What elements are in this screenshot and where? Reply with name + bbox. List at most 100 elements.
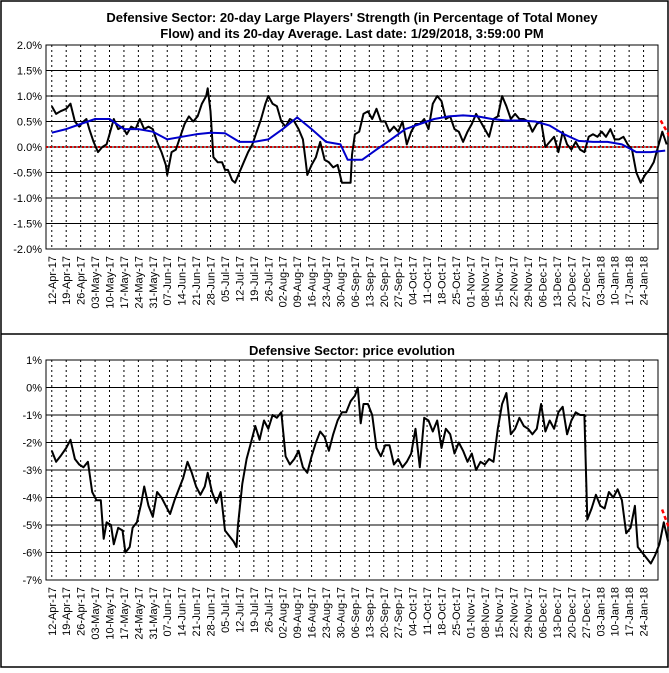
x-tick-label: 13-Sep-17 bbox=[364, 256, 376, 307]
x-tick-label: 20-Dec-17 bbox=[566, 587, 578, 638]
y-tick-label: 1.5% bbox=[17, 66, 42, 78]
x-tick-label: 22-Nov-17 bbox=[509, 256, 521, 307]
x-tick-label: 03-May-17 bbox=[90, 256, 102, 309]
x-tick-label: 05-Jul-17 bbox=[220, 587, 232, 633]
y-tick-label: -1% bbox=[22, 410, 42, 422]
x-tick-label: 04-Oct-17 bbox=[408, 256, 420, 305]
x-tick-label: 15-Nov-17 bbox=[494, 587, 506, 638]
x-tick-label: 08-Nov-17 bbox=[480, 256, 492, 307]
x-tick-label: 29-Nov-17 bbox=[523, 587, 535, 638]
x-tick-label: 17-Jan-18 bbox=[624, 587, 636, 637]
x-tick-label: 24-Jan-18 bbox=[639, 587, 651, 637]
x-tick-label: 01-Nov-17 bbox=[465, 256, 477, 307]
x-tick-label: 21-Jun-17 bbox=[191, 587, 203, 637]
x-tick-label: 08-Nov-17 bbox=[480, 587, 492, 638]
chart-title-line: Defensive Sector: price evolution bbox=[249, 343, 455, 358]
x-tick-label: 12-Jul-17 bbox=[234, 587, 246, 633]
y-tick-label: -1.0% bbox=[13, 193, 42, 205]
x-tick-label: 23-Aug-17 bbox=[321, 256, 333, 307]
x-tick-label: 14-Jun-17 bbox=[177, 587, 189, 637]
y-tick-label: -4% bbox=[22, 493, 42, 505]
x-tick-label: 06-Dec-17 bbox=[538, 587, 550, 638]
x-tick-label: 27-Sep-17 bbox=[393, 256, 405, 307]
y-tick-label: -0.5% bbox=[13, 168, 42, 180]
x-tick-label: 13-Dec-17 bbox=[552, 587, 564, 638]
x-tick-label: 26-Jul-17 bbox=[263, 256, 275, 302]
x-tick-label: 19-Apr-17 bbox=[61, 587, 73, 636]
x-tick-label: 30-Aug-17 bbox=[335, 587, 347, 638]
x-tick-label: 12-Apr-17 bbox=[47, 587, 59, 636]
y-tick-label: -2% bbox=[22, 438, 42, 450]
x-tick-label: 25-Oct-17 bbox=[451, 256, 463, 305]
x-tick-label: 19-Jul-17 bbox=[249, 256, 261, 302]
x-tick-label: 26-Apr-17 bbox=[76, 256, 88, 305]
x-tick-label: 16-Aug-17 bbox=[307, 587, 319, 638]
x-tick-label: 04-Oct-17 bbox=[408, 587, 420, 636]
x-tick-label: 10-Jan-18 bbox=[610, 256, 622, 306]
x-tick-label: 17-May-17 bbox=[119, 256, 131, 309]
x-tick-label: 02-Aug-17 bbox=[278, 256, 290, 307]
x-tick-label: 30-Aug-17 bbox=[335, 256, 347, 307]
x-tick-label: 19-Jul-17 bbox=[249, 587, 261, 633]
x-tick-label: 29-Nov-17 bbox=[523, 256, 535, 307]
x-tick-label: 24-May-17 bbox=[133, 256, 145, 309]
x-tick-label: 13-Dec-17 bbox=[552, 256, 564, 307]
x-tick-label: 24-Jan-18 bbox=[639, 256, 651, 306]
x-tick-label: 18-Oct-17 bbox=[436, 587, 448, 636]
y-tick-label: -1.5% bbox=[13, 219, 42, 231]
x-tick-label: 10-Jan-18 bbox=[610, 587, 622, 637]
x-tick-label: 26-Jul-17 bbox=[263, 587, 275, 633]
x-tick-label: 07-Jun-17 bbox=[162, 587, 174, 637]
x-tick-label: 15-Nov-17 bbox=[494, 256, 506, 307]
x-tick-label: 28-Jun-17 bbox=[206, 256, 218, 306]
x-tick-label: 11-Oct-17 bbox=[422, 256, 434, 304]
x-tick-label: 09-Aug-17 bbox=[292, 587, 304, 638]
y-tick-label: 1% bbox=[26, 355, 42, 367]
x-tick-label: 06-Sep-17 bbox=[350, 587, 362, 638]
x-tick-label: 12-Jul-17 bbox=[234, 256, 246, 302]
x-tick-label: 03-May-17 bbox=[90, 587, 102, 640]
y-tick-label: -3% bbox=[22, 465, 42, 477]
x-tick-label: 07-Jun-17 bbox=[162, 256, 174, 306]
x-tick-label: 20-Dec-17 bbox=[566, 256, 578, 307]
x-tick-label: 31-May-17 bbox=[148, 256, 160, 309]
x-tick-label: 18-Oct-17 bbox=[436, 256, 448, 305]
x-tick-label: 27-Sep-17 bbox=[393, 587, 405, 638]
x-tick-label: 03-Jan-18 bbox=[595, 587, 607, 637]
x-tick-label: 24-May-17 bbox=[133, 587, 145, 640]
chart-title-line: Flow) and its 20-day Average. Last date:… bbox=[160, 26, 543, 41]
y-tick-label: -7% bbox=[22, 575, 42, 587]
x-tick-label: 10-May-17 bbox=[105, 587, 117, 640]
y-tick-label: 0.5% bbox=[17, 117, 42, 129]
x-tick-label: 01-Nov-17 bbox=[465, 587, 477, 638]
x-tick-label: 16-Aug-17 bbox=[307, 256, 319, 307]
x-tick-label: 12-Apr-17 bbox=[47, 256, 59, 305]
x-tick-label: 20-Sep-17 bbox=[379, 256, 391, 307]
x-tick-label: 19-Apr-17 bbox=[61, 256, 73, 305]
x-tick-label: 02-Aug-17 bbox=[278, 587, 290, 638]
x-tick-label: 27-Dec-17 bbox=[581, 256, 593, 307]
x-tick-label: 21-Jun-17 bbox=[191, 256, 203, 306]
x-tick-label: 31-May-17 bbox=[148, 587, 160, 640]
x-tick-label: 14-Jun-17 bbox=[177, 256, 189, 306]
x-tick-label: 11-Oct-17 bbox=[422, 587, 434, 635]
x-tick-label: 22-Nov-17 bbox=[509, 587, 521, 638]
x-tick-label: 20-Sep-17 bbox=[379, 587, 391, 638]
x-tick-label: 10-May-17 bbox=[105, 256, 117, 309]
x-tick-label: 17-Jan-18 bbox=[624, 256, 636, 306]
x-tick-label: 27-Dec-17 bbox=[581, 587, 593, 638]
x-tick-label: 28-Jun-17 bbox=[206, 587, 218, 637]
x-tick-label: 17-May-17 bbox=[119, 587, 131, 640]
y-tick-label: 0.0% bbox=[17, 142, 42, 154]
x-tick-label: 06-Sep-17 bbox=[350, 256, 362, 307]
y-tick-label: -5% bbox=[22, 520, 42, 532]
y-tick-label: 0% bbox=[26, 383, 42, 395]
y-tick-label: -2.0% bbox=[13, 244, 42, 256]
y-tick-label: 1.0% bbox=[17, 91, 42, 103]
y-tick-label: 2.0% bbox=[17, 40, 42, 52]
x-tick-label: 23-Aug-17 bbox=[321, 587, 333, 638]
x-tick-label: 13-Sep-17 bbox=[364, 587, 376, 638]
y-tick-label: -6% bbox=[22, 548, 42, 560]
